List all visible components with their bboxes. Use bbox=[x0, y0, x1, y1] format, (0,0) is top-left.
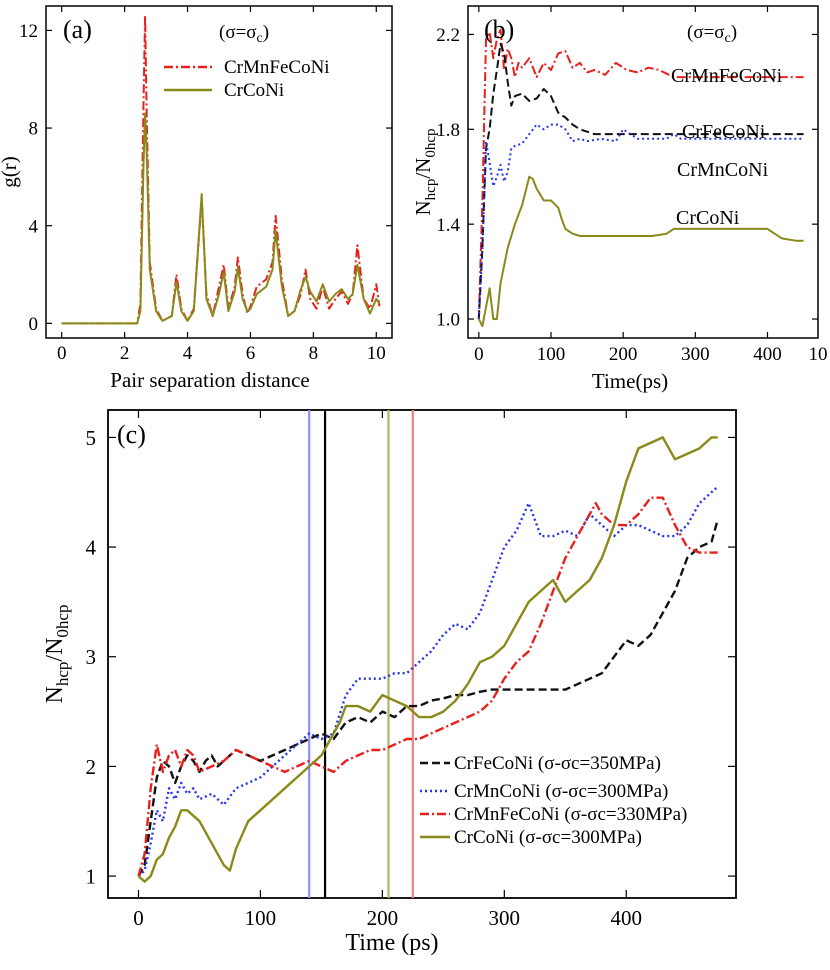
panel-b: 0 100 200 300 400 1.0 1.4 1.8 2.2 10 (b) (σ=σc) CrMn… bbox=[411, 5, 828, 393]
series-line-crconi bbox=[61, 112, 381, 325]
x-tick-label: 4 bbox=[183, 343, 193, 364]
x-axis-label: Time (ps) bbox=[345, 930, 438, 956]
y-axis-label: Nhcp/N0hcp bbox=[411, 128, 439, 215]
y-tick-label: 1.4 bbox=[436, 215, 460, 236]
y-tick-label: 1.8 bbox=[436, 120, 460, 141]
x-tick-label: 100 bbox=[245, 906, 277, 930]
y-tick-label: 5 bbox=[86, 426, 97, 450]
plot-frame bbox=[467, 5, 819, 339]
panel-label: (c) bbox=[117, 420, 146, 449]
x-axis-label: Time(ps) bbox=[592, 369, 668, 393]
y-tick-label: 1.0 bbox=[436, 310, 460, 331]
x-tick-label: 400 bbox=[753, 344, 782, 365]
x-tick-label: 0 bbox=[133, 906, 144, 930]
y-tick-label: 2 bbox=[86, 755, 97, 779]
x-tick-label: 300 bbox=[489, 906, 521, 930]
y-tick-label: 4 bbox=[86, 535, 97, 559]
legend-label: CrMnFeCoNi bbox=[224, 57, 330, 78]
y-tick-label: 0 bbox=[29, 314, 39, 335]
y-tick-label: 3 bbox=[86, 645, 97, 669]
x-tick-label: 300 bbox=[681, 344, 710, 365]
x-tick-label: 0 bbox=[474, 344, 484, 365]
line-label: CrFeCoNi bbox=[682, 121, 766, 143]
x-tick-label: 400 bbox=[611, 906, 643, 930]
legend-label: CrMnCoNi (σ-σc=300MPa) bbox=[454, 781, 668, 802]
series-line-crmnconi bbox=[477, 123, 804, 320]
legend-label: CrMnFeCoNi (σ-σc=330MPa) bbox=[454, 804, 687, 825]
series-line-crmnfeconi bbox=[477, 28, 804, 320]
x-tick-label-end: 10 bbox=[809, 344, 828, 365]
series-line-crmnfeconi bbox=[61, 14, 381, 325]
line-label: CrMnFeCoNi bbox=[671, 65, 783, 87]
line-label: CrCoNi bbox=[676, 207, 740, 229]
x-tick-label: 2 bbox=[120, 343, 130, 364]
y-axis-label: Nhcp/N0hcp bbox=[42, 605, 72, 704]
condition-annotation: (σ=σc) bbox=[219, 22, 269, 46]
x-axis-label: Pair separation distance bbox=[110, 368, 309, 392]
panel-c: 0 100 200 300 400 1 2 3 4 5 (c) CrFeCoNi (σ-σc=350M… bbox=[42, 409, 737, 956]
line-label: CrMnCoNi bbox=[677, 159, 769, 181]
x-tick-label: 8 bbox=[309, 343, 319, 364]
x-tick-label: 200 bbox=[367, 906, 399, 930]
legend-label: CrCoNi bbox=[224, 80, 284, 101]
y-tick-label: 4 bbox=[29, 216, 39, 237]
panel-label: (a) bbox=[63, 15, 92, 44]
condition-annotation: (σ=σc) bbox=[687, 22, 737, 46]
y-tick-label: 2.2 bbox=[436, 25, 460, 46]
x-tick-label: 200 bbox=[609, 344, 638, 365]
series-line-crmnconi bbox=[137, 485, 719, 877]
y-tick-label: 12 bbox=[19, 21, 38, 42]
plot-frame bbox=[107, 409, 737, 899]
series-line-crmnfeconi bbox=[137, 496, 718, 877]
panel-label: (b) bbox=[484, 15, 514, 44]
x-tick-label: 100 bbox=[537, 344, 566, 365]
x-tick-label: 6 bbox=[246, 343, 256, 364]
plot-frame bbox=[45, 5, 393, 339]
legend-label: CrFeCoNi (σ-σc=350MPa) bbox=[454, 753, 661, 774]
series-line-crfeconi bbox=[477, 42, 804, 320]
y-tick-label: 1 bbox=[86, 864, 97, 888]
x-tick-label: 0 bbox=[57, 343, 67, 364]
y-axis-label: g(r) bbox=[0, 156, 21, 187]
series-line-crconi bbox=[137, 436, 718, 883]
y-tick-label: 8 bbox=[29, 119, 39, 140]
x-tick-label: 10 bbox=[367, 343, 386, 364]
series-line-crfeconi bbox=[137, 519, 719, 877]
series-line-crconi bbox=[477, 175, 804, 328]
legend-label: CrCoNi (σ-σc=300MPa) bbox=[454, 827, 642, 848]
